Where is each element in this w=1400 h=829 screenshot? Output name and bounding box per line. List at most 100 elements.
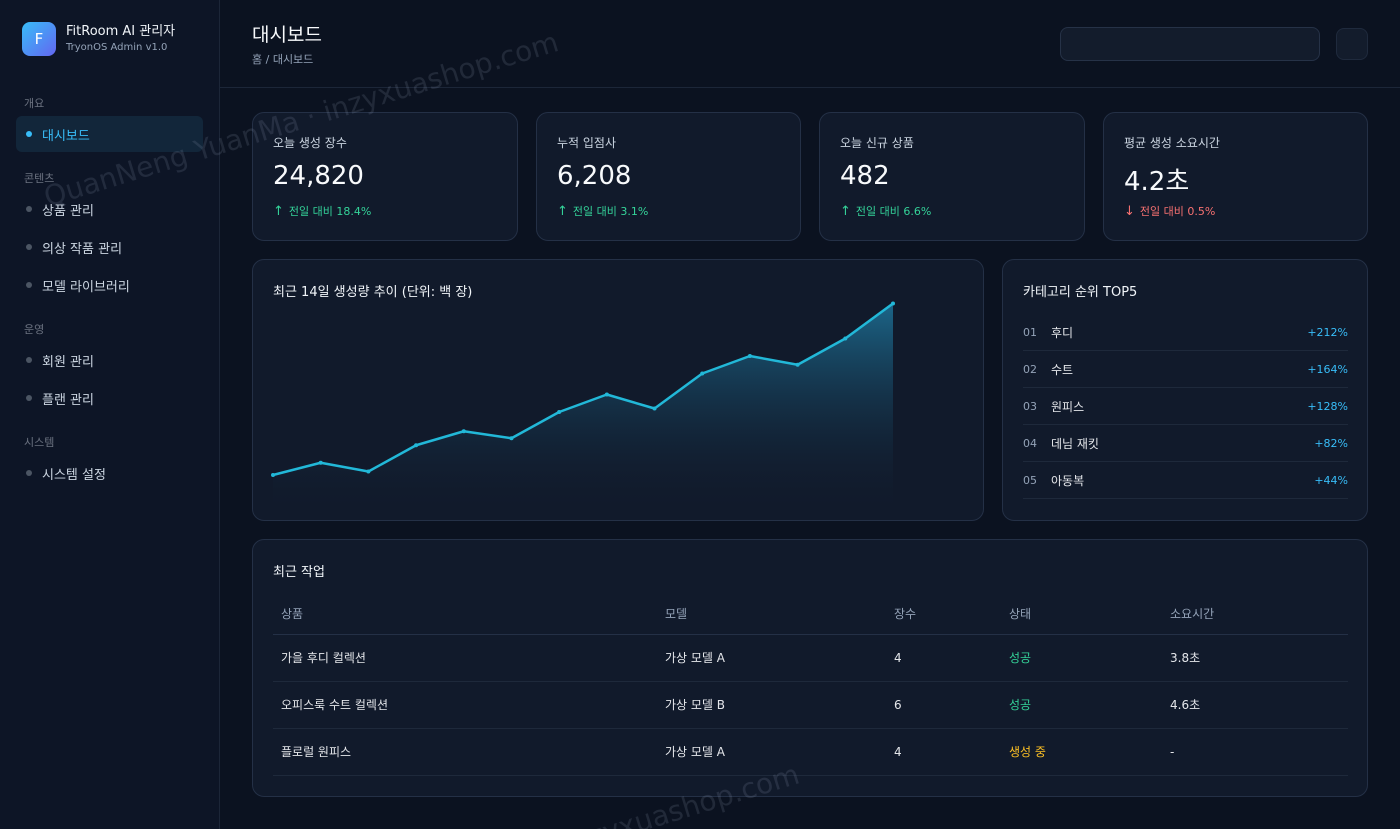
cell-product: 오피스룩 수트 컬렉션: [273, 681, 657, 729]
stat-value: 24,820: [273, 161, 364, 191]
stat-delta: ↓ 전일 대비 0.5%: [1124, 203, 1215, 219]
sidebar-item-label: 의상 작품 관리: [42, 241, 123, 257]
bullet-icon: [26, 244, 32, 250]
rank-growth: +128%: [1307, 399, 1348, 413]
table-header-row: 상품 모델 장수 상태 소요시간: [273, 594, 1348, 635]
sidebar-item-settings[interactable]: 시스템 설정: [16, 455, 203, 491]
cell-status: 성공: [1001, 634, 1162, 682]
trend-point-12[interactable]: [795, 362, 800, 367]
stat-delta-text: 전일 대비 6.6%: [855, 205, 932, 218]
trend-point-14[interactable]: [891, 301, 895, 306]
column-header-product[interactable]: 상품: [273, 594, 657, 635]
ranking-row[interactable]: 05 아동복 +44%: [1023, 462, 1348, 499]
sidebar-item-outfits[interactable]: 의상 작품 관리: [16, 229, 203, 265]
ranking-title: 카테고리 순위 TOP5: [1023, 285, 1138, 300]
stat-card-avg-time: 평균 생성 소요시간 4.2초 ↓ 전일 대비 0.5%: [1103, 112, 1368, 241]
stat-delta: ↑ 전일 대비 18.4%: [273, 203, 371, 219]
arrow-up-icon: ↑: [557, 203, 568, 219]
rank-number: 05: [1023, 473, 1037, 487]
sidebar-item-label: 대시보드: [42, 128, 90, 144]
trend-point-5[interactable]: [461, 429, 466, 434]
trend-point-3[interactable]: [366, 469, 371, 474]
trend-point-1[interactable]: [271, 473, 275, 477]
stat-label: 오늘 신규 상품: [840, 136, 914, 150]
bullet-icon: [26, 395, 32, 401]
trend-chart: [271, 301, 895, 510]
trend-point-10[interactable]: [700, 371, 705, 376]
sidebar-item-dashboard[interactable]: 대시보드: [16, 116, 203, 152]
table-row[interactable]: 오피스룩 수트 컬렉션 가상 모델 B 6 성공 4.6초: [273, 681, 1348, 729]
rank-category: 원피스: [1051, 399, 1085, 414]
cell-duration: 4.6초: [1162, 681, 1348, 729]
nav-section-content: 콘텐츠: [24, 172, 55, 185]
stat-delta: ↑ 전일 대비 6.6%: [840, 203, 931, 219]
trend-point-6[interactable]: [509, 436, 514, 441]
breadcrumb: 홈 / 대시보드: [252, 53, 314, 66]
cell-product: 플로럴 원피스: [273, 728, 657, 776]
table-row[interactable]: 플로럴 원피스 가상 모델 A 4 생성 중 -: [273, 728, 1348, 776]
sidebar-item-products[interactable]: 상품 관리: [16, 191, 203, 227]
stat-delta-text: 전일 대비 3.1%: [572, 205, 649, 218]
trend-point-8[interactable]: [604, 392, 609, 397]
trend-point-7[interactable]: [557, 410, 562, 414]
cell-status: 성공: [1001, 681, 1162, 729]
stat-card-new-products: 오늘 신규 상품 482 ↑ 전일 대비 6.6%: [819, 112, 1085, 241]
sidebar-item-label: 플랜 관리: [42, 392, 94, 408]
sidebar: F FitRoom AI 관리자 TryonOS Admin v1.0 개요 대…: [0, 0, 220, 829]
stat-delta-text: 전일 대비 18.4%: [288, 205, 372, 218]
active-dot-icon: [26, 131, 32, 137]
trend-point-13[interactable]: [843, 336, 848, 341]
recent-jobs-table: 상품 모델 장수 상태 소요시간 가을 후디 컬렉션 가상 모델 A 4 성공 …: [273, 594, 1348, 776]
cell-status: 생성 중: [1001, 728, 1162, 776]
search-input[interactable]: [1060, 27, 1320, 61]
bullet-icon: [26, 470, 32, 476]
column-header-count[interactable]: 장수: [886, 594, 1001, 635]
trend-area: [273, 303, 893, 510]
bullet-icon: [26, 357, 32, 363]
rank-number: 03: [1023, 399, 1037, 413]
chart-title: 최근 14일 생성량 추이 (단위: 백 장): [273, 285, 473, 300]
sidebar-item-label: 상품 관리: [42, 203, 94, 219]
sidebar-item-plans[interactable]: 플랜 관리: [16, 380, 203, 416]
sidebar-item-model-library[interactable]: 모델 라이브러리: [16, 267, 203, 303]
ranking-row[interactable]: 04 데님 재킷 +82%: [1023, 425, 1348, 462]
cell-model: 가상 모델 A: [657, 728, 886, 776]
table-row[interactable]: 가을 후디 컬렉션 가상 모델 A 4 성공 3.8초: [273, 634, 1348, 682]
trend-point-2[interactable]: [318, 460, 323, 465]
arrow-up-icon: ↑: [840, 203, 851, 219]
category-ranking-card: 카테고리 순위 TOP5 01 후디 +212% 02 수트 +164% 03 …: [1002, 259, 1368, 521]
brand-name: FitRoom AI 관리자: [66, 24, 176, 39]
column-header-duration[interactable]: 소요시간: [1162, 594, 1348, 635]
trend-point-11[interactable]: [747, 354, 752, 358]
rank-number: 04: [1023, 436, 1037, 450]
rank-category: 데님 재킷: [1051, 436, 1099, 451]
cell-duration: 3.8초: [1162, 634, 1348, 682]
stat-delta: ↑ 전일 대비 3.1%: [557, 203, 648, 219]
recent-jobs-card: 최근 작업 상품 모델 장수 상태 소요시간 가을 후디 컬렉션 가상 모델 A…: [252, 539, 1368, 797]
ranking-row[interactable]: 03 원피스 +128%: [1023, 388, 1348, 425]
brand-subtitle: TryonOS Admin v1.0: [66, 42, 168, 53]
stat-label: 평균 생성 소요시간: [1124, 136, 1220, 150]
sidebar-item-members[interactable]: 회원 관리: [16, 342, 203, 378]
nav-section-system: 시스템: [24, 436, 55, 449]
cell-product: 가을 후디 컬렉션: [273, 634, 657, 682]
stat-label: 누적 입점사: [557, 136, 617, 150]
stat-value: 4.2초: [1124, 167, 1190, 197]
cell-duration: -: [1162, 728, 1348, 776]
trend-line: [272, 302, 894, 477]
column-header-status[interactable]: 상태: [1001, 594, 1162, 635]
trend-point-4[interactable]: [414, 443, 419, 448]
trend-point-9[interactable]: [652, 406, 657, 411]
header-action-button[interactable]: [1336, 28, 1368, 60]
column-header-model[interactable]: 모델: [657, 594, 886, 635]
ranking-row[interactable]: 02 수트 +164%: [1023, 351, 1348, 388]
recent-jobs-title: 최근 작업: [273, 565, 325, 580]
ranking-list: 01 후디 +212% 02 수트 +164% 03 원피스 +128% 04 …: [1023, 314, 1348, 499]
nav-section-operations: 운영: [24, 323, 45, 336]
arrow-down-icon: ↓: [1124, 203, 1135, 219]
sidebar-item-label: 회원 관리: [42, 354, 94, 370]
ranking-row[interactable]: 01 후디 +212%: [1023, 314, 1348, 351]
app-logo: F: [22, 22, 56, 56]
page-header: 대시보드 홈 / 대시보드: [220, 0, 1400, 88]
